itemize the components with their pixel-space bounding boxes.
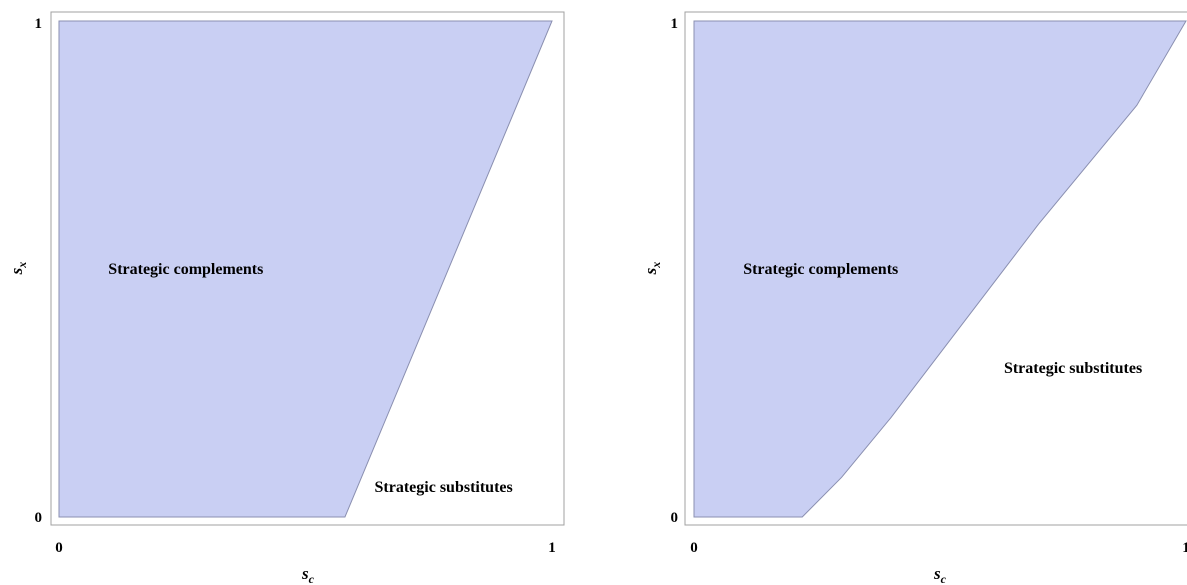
- annotation-complements-left: Strategic complements: [108, 261, 263, 278]
- panel-left: 0 1 0 1 sc sx Strategic complements Stra…: [7, 11, 565, 585]
- x-tick-0-left: 0: [55, 540, 63, 556]
- y-axis-label-left: sx: [7, 262, 29, 276]
- y-tick-1-left: 1: [35, 16, 43, 32]
- x-axis-label-left: sc: [301, 564, 315, 585]
- y-tick-0-right: 0: [671, 510, 679, 526]
- annotation-complements-right: Strategic complements: [743, 261, 898, 278]
- annotation-substitutes-left: Strategic substitutes: [375, 479, 513, 496]
- x-axis-label-right: sc: [933, 564, 947, 585]
- feasible-region-left: [58, 20, 553, 518]
- x-tick-1-right: 1: [1182, 540, 1187, 556]
- y-tick-0-left: 0: [35, 510, 43, 526]
- y-axis-label-right: sx: [641, 262, 663, 276]
- x-tick-1-left: 1: [548, 540, 556, 556]
- panel-right: 0 1 0 1 sc sx Strategic complements Stra…: [641, 11, 1187, 585]
- annotation-substitutes-right: Strategic substitutes: [1004, 360, 1142, 377]
- y-tick-1-right: 1: [671, 16, 679, 32]
- feasible-region-right: [693, 20, 1187, 518]
- x-tick-0-right: 0: [690, 540, 698, 556]
